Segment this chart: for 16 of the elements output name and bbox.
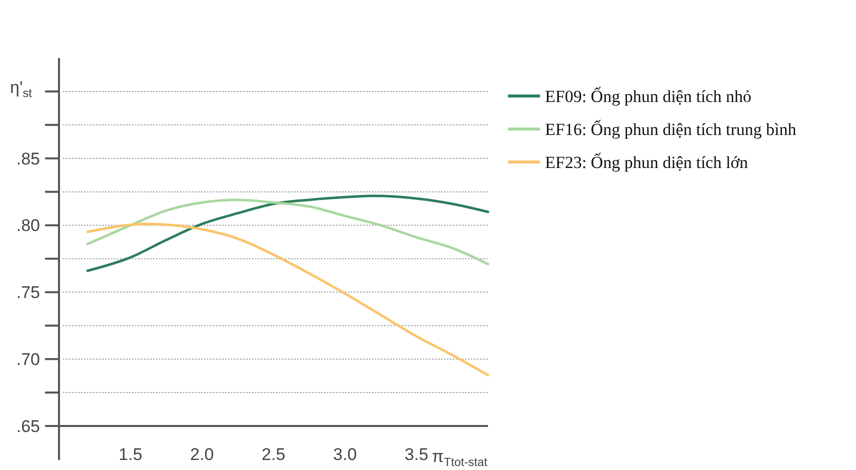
y-tick-label: .65: [16, 416, 40, 436]
y-tick-label: .75: [16, 283, 40, 302]
x-axis-title: π$_{Ttot-stat}$: [432, 447, 488, 469]
y-tick-label: .85: [16, 149, 40, 168]
y-tick-label: .70: [16, 350, 40, 370]
legend-label: EF16: Ống phun diện tích trung bình: [545, 118, 797, 139]
line-series: [86, 222, 490, 376]
legend-label: EF09: Ống phun diện tích nhỏ: [545, 86, 752, 106]
x-tick-label: 2.5: [262, 445, 286, 464]
y-axis-title: η'$_{st}$: [10, 78, 33, 100]
x-tick-label: 1.5: [118, 445, 142, 464]
y-tick-label: .80: [16, 216, 40, 236]
x-tick-label: 3.0: [333, 445, 357, 464]
x-tick-label: 2.0: [190, 445, 214, 464]
legend-label: EF23: Ống phun diện tích lớn: [545, 152, 749, 172]
x-tick-label: 3.5: [404, 445, 428, 464]
